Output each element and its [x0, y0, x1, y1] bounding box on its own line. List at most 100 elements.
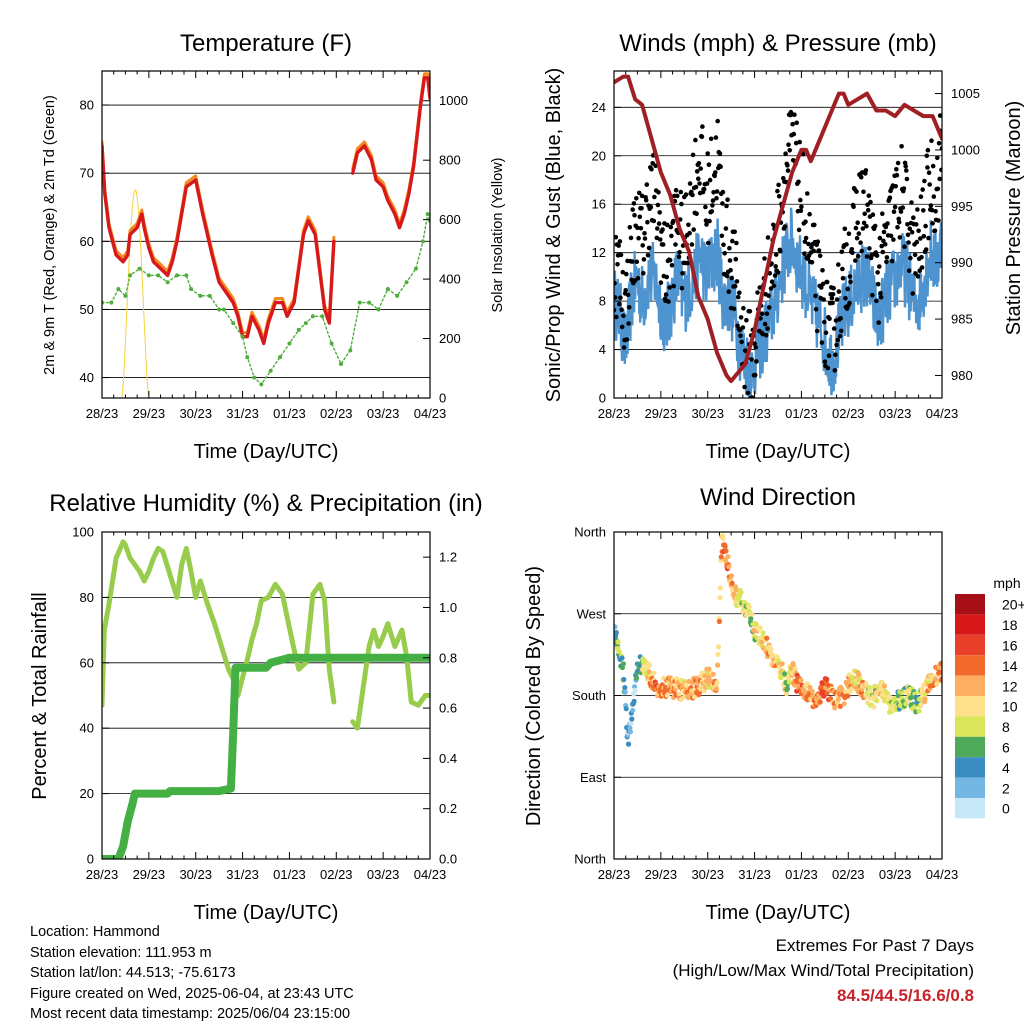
x-tick-label: 04/23	[926, 406, 959, 421]
gust-point	[620, 269, 626, 275]
gust-point	[782, 224, 788, 229]
gust-point	[821, 297, 826, 302]
gust-point	[703, 204, 708, 210]
dewpoint-point	[156, 273, 161, 278]
gust-point	[917, 268, 922, 274]
gust-point	[817, 253, 823, 259]
gust-point	[689, 242, 695, 247]
gust-point	[656, 190, 661, 195]
y2-tick-label: 980	[951, 368, 973, 383]
gust-point	[771, 222, 776, 228]
gust-point	[840, 275, 846, 281]
gust-point	[708, 136, 714, 142]
gust-point	[906, 240, 911, 245]
wind-direction-point	[845, 693, 851, 699]
gust-point	[646, 245, 652, 251]
gust-point	[639, 206, 644, 211]
gust-point	[911, 215, 916, 220]
y2-tick-label: 0.8	[439, 650, 457, 665]
gust-point	[803, 219, 808, 224]
gust-point	[827, 316, 832, 322]
gust-point	[719, 233, 725, 239]
gust-point	[933, 209, 938, 214]
gust-point	[896, 220, 902, 225]
gust-point	[924, 153, 930, 159]
gust-point	[614, 314, 619, 320]
dewpoint-point	[245, 355, 250, 360]
gust-point	[732, 229, 737, 235]
gust-point	[754, 359, 759, 364]
x-tick-label: 28/23	[598, 867, 631, 882]
gust-point	[910, 291, 915, 296]
dewpoint-point	[420, 239, 425, 244]
gust-point	[669, 233, 674, 239]
gust-point	[677, 249, 682, 255]
gust-point	[707, 218, 712, 224]
wind-direction-point	[764, 635, 770, 641]
dewpoint-point	[338, 361, 343, 366]
gust-point	[644, 182, 650, 187]
gust-point	[655, 202, 661, 208]
wind-direction-point	[770, 652, 776, 659]
gust-point	[864, 224, 869, 229]
gust-point	[709, 209, 715, 214]
gust-point	[693, 137, 698, 143]
gust-point	[824, 279, 830, 285]
dewpoint-point	[189, 287, 194, 291]
x-tick-label: 04/23	[414, 406, 447, 421]
dewpoint-point	[221, 307, 226, 312]
wind-direction-point	[938, 660, 942, 666]
gust-point	[900, 205, 906, 210]
wind-direction-point	[631, 698, 637, 705]
dewpoint-point	[425, 212, 430, 217]
wind-direction-point	[714, 680, 720, 686]
relative-humidity-line	[102, 539, 337, 708]
gust-point	[629, 259, 635, 264]
gust-point	[875, 270, 880, 275]
plot-border	[101, 70, 431, 399]
gust-point	[734, 279, 740, 284]
gust-point	[825, 365, 831, 371]
gust-point	[888, 233, 894, 239]
y-tick-label: South	[572, 688, 606, 703]
dewpoint-point	[231, 321, 236, 326]
colorbar-tick-label: 4	[1002, 760, 1010, 776]
colorbar-tick-label: 8	[1002, 719, 1010, 735]
gust-point	[787, 148, 792, 153]
gust-point	[712, 173, 717, 179]
gust-point	[842, 226, 848, 232]
wind-direction-point	[738, 589, 744, 596]
gust-point	[721, 242, 726, 248]
gust-point	[785, 163, 790, 168]
station-latlon: Station lat/lon: 44.513; -75.6173	[30, 965, 236, 981]
gust-point	[615, 262, 620, 267]
wind-direction-point	[863, 681, 869, 687]
gust-point	[773, 264, 778, 269]
y-tick-label: 24	[592, 100, 606, 115]
gust-point	[822, 319, 827, 325]
dewpoint-point	[413, 266, 418, 271]
gust-point	[727, 245, 732, 251]
plot-content	[102, 539, 430, 859]
gust-point	[876, 320, 881, 325]
dewpoint-point	[278, 355, 283, 360]
gust-point	[768, 286, 774, 291]
gust-point	[935, 155, 940, 161]
colorbar-tick-label: 0	[1002, 801, 1010, 817]
y2-tick-label: 1.2	[439, 550, 457, 565]
gust-point	[679, 285, 685, 291]
y2-tick-label: 600	[439, 212, 461, 227]
gust-point	[623, 288, 628, 293]
gust-point	[839, 328, 844, 334]
gust-point	[901, 186, 907, 191]
wind-direction-point	[784, 686, 791, 692]
gust-point	[764, 311, 770, 317]
gust-point	[744, 317, 749, 323]
gust-point	[671, 283, 676, 289]
dewpoint-point	[137, 266, 142, 271]
wind-direction-point	[841, 701, 847, 707]
y-tick-label: West	[577, 606, 607, 621]
gust-point	[762, 321, 768, 327]
gust-point	[849, 247, 855, 252]
gust-point	[663, 292, 669, 297]
